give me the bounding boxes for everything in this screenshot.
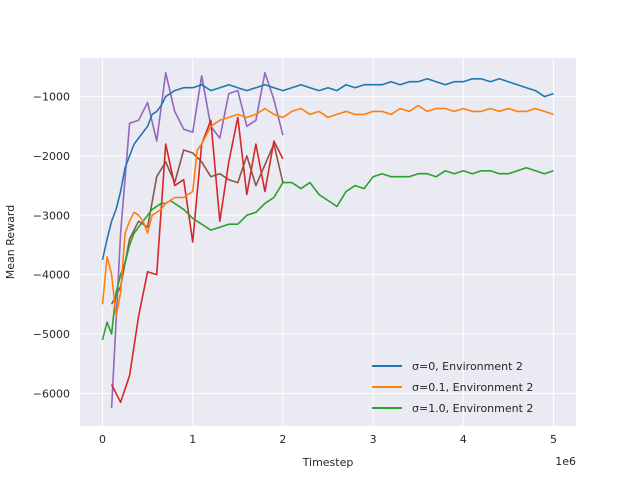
tick-labels: 0 1 2 3 4 5 −6000 −5000 −4000 −3000 −2000 −1000 [33,91,557,446]
legend-label: σ=0, Environment 2 [412,360,523,373]
y-tick-label: −6000 [33,387,70,400]
x-tick-label: 3 [370,433,377,446]
x-tick-label: 5 [550,433,557,446]
plot-background [80,58,576,426]
y-tick-label: −4000 [33,269,70,282]
series-line-5 [110,143,284,305]
legend: σ=0, Environment 2 σ=0.1, Environment 2 σ=… [372,360,533,415]
y-tick-label: −3000 [33,209,70,222]
series-line-1 [101,104,554,318]
y-tick-label: −2000 [33,150,70,163]
y-axis-label: Mean Reward [4,205,17,279]
x-tick-label: 0 [99,433,106,446]
series-layer [101,72,554,409]
x-tick-label: 2 [279,433,286,446]
x-tick-label: 1 [189,433,196,446]
series-line-0 [101,78,554,260]
y-tick-label: −5000 [33,328,70,341]
legend-label: σ=1.0, Environment 2 [412,402,533,415]
series-line-2 [101,167,554,341]
x-axis-label: Timestep [302,456,354,469]
x-tick-label: 4 [460,433,467,446]
x-offset-label: 1e6 [555,455,576,468]
legend-label: σ=0.1, Environment 2 [412,381,533,394]
series-line-3 [110,116,284,404]
series-line-4 [110,72,284,409]
y-tick-label: −1000 [33,91,70,104]
